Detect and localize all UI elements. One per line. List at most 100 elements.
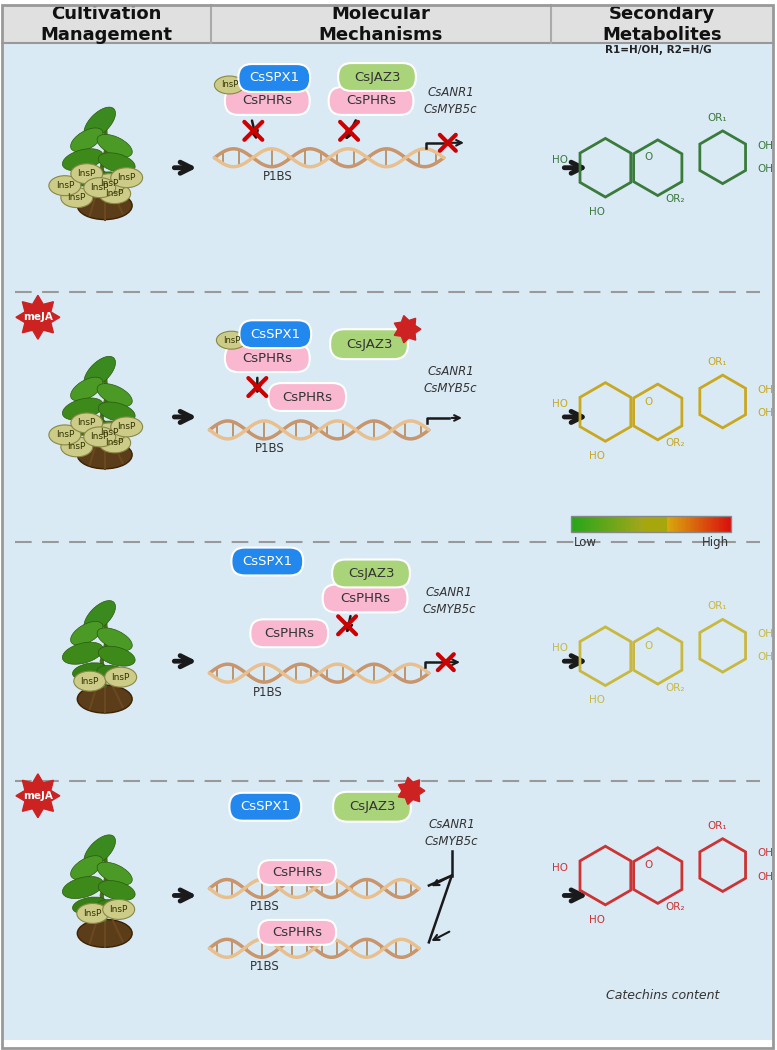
Bar <box>724 516 726 531</box>
Ellipse shape <box>97 862 132 885</box>
Bar <box>709 516 711 531</box>
Ellipse shape <box>97 900 128 916</box>
Ellipse shape <box>94 173 126 193</box>
Bar <box>655 516 657 531</box>
Bar <box>576 516 577 531</box>
Text: O: O <box>645 397 653 406</box>
Bar <box>585 516 586 531</box>
Bar <box>627 516 629 531</box>
Bar <box>706 516 707 531</box>
Bar <box>598 516 599 531</box>
Text: InsP: InsP <box>117 422 136 432</box>
Bar <box>580 516 582 531</box>
Bar <box>638 516 639 531</box>
Text: CsSPX1: CsSPX1 <box>242 555 292 568</box>
Ellipse shape <box>110 417 143 437</box>
Ellipse shape <box>217 331 246 350</box>
Text: meJA: meJA <box>23 312 53 322</box>
Text: P1BS: P1BS <box>254 442 284 456</box>
Bar <box>613 516 614 531</box>
Bar <box>650 516 651 531</box>
Bar <box>584 516 585 531</box>
Text: CsPHRs: CsPHRs <box>272 866 322 879</box>
Bar <box>701 516 702 531</box>
Text: OH: OH <box>757 872 773 882</box>
FancyBboxPatch shape <box>239 64 310 92</box>
Bar <box>711 516 713 531</box>
Text: InsP: InsP <box>221 81 238 89</box>
Text: OR₂: OR₂ <box>666 438 685 448</box>
Text: OH: OH <box>757 848 773 858</box>
Ellipse shape <box>72 897 107 914</box>
Text: OH: OH <box>757 384 773 395</box>
Bar <box>723 516 724 531</box>
Text: P1BS: P1BS <box>249 900 279 912</box>
Ellipse shape <box>49 175 81 195</box>
Bar <box>599 516 601 531</box>
Text: CsSPX1: CsSPX1 <box>250 328 301 340</box>
Bar <box>623 516 625 531</box>
Text: High: High <box>702 536 729 548</box>
Bar <box>658 516 659 531</box>
Bar <box>699 516 701 531</box>
Bar <box>713 516 714 531</box>
Ellipse shape <box>97 134 132 158</box>
Text: Molecular
Mechanisms: Molecular Mechanisms <box>319 5 443 43</box>
Text: CsPHRs: CsPHRs <box>272 926 322 939</box>
Bar <box>641 516 642 531</box>
Ellipse shape <box>84 427 116 447</box>
Bar <box>636 516 638 531</box>
Text: CsJAZ3: CsJAZ3 <box>349 800 395 814</box>
Text: Secondary
Metabolites: Secondary Metabolites <box>602 5 722 43</box>
Bar <box>659 516 660 531</box>
Bar <box>643 516 645 531</box>
Bar <box>587 516 589 531</box>
Bar <box>682 516 683 531</box>
Text: InsP: InsP <box>81 676 99 686</box>
Bar <box>629 516 630 531</box>
Bar <box>632 516 634 531</box>
Text: InsP: InsP <box>91 183 109 192</box>
Bar <box>611 516 613 531</box>
Bar <box>606 516 608 531</box>
FancyBboxPatch shape <box>333 792 411 822</box>
Text: OH: OH <box>757 141 773 150</box>
Bar <box>730 516 731 531</box>
Text: InsP: InsP <box>56 430 74 439</box>
Ellipse shape <box>71 164 103 184</box>
Ellipse shape <box>72 663 107 679</box>
Text: InsP: InsP <box>68 193 86 203</box>
Bar <box>615 516 617 531</box>
Polygon shape <box>16 295 60 339</box>
Bar <box>726 516 727 531</box>
Bar <box>683 516 685 531</box>
FancyBboxPatch shape <box>338 63 416 91</box>
Text: InsP: InsP <box>100 428 119 438</box>
Bar <box>714 516 715 531</box>
Text: meJA: meJA <box>23 791 53 801</box>
Bar <box>670 516 671 531</box>
Bar <box>666 516 667 531</box>
FancyBboxPatch shape <box>229 793 301 821</box>
Bar <box>2 43 773 292</box>
Ellipse shape <box>97 172 128 188</box>
Text: CsPHRs: CsPHRs <box>346 94 396 107</box>
Bar <box>639 516 641 531</box>
Ellipse shape <box>62 149 103 171</box>
Bar <box>705 516 706 531</box>
Ellipse shape <box>61 188 92 208</box>
Text: OR₂: OR₂ <box>666 902 685 911</box>
Text: OH: OH <box>757 629 773 639</box>
FancyBboxPatch shape <box>332 560 410 587</box>
Bar <box>690 516 692 531</box>
Text: CsSPX1: CsSPX1 <box>240 800 291 814</box>
Bar <box>651 516 653 531</box>
Bar <box>2 542 773 781</box>
Text: InsP: InsP <box>78 169 96 179</box>
Ellipse shape <box>77 920 132 947</box>
Ellipse shape <box>74 671 106 691</box>
Bar <box>594 516 595 531</box>
Ellipse shape <box>97 421 128 437</box>
Ellipse shape <box>98 881 135 901</box>
Bar <box>687 516 688 531</box>
